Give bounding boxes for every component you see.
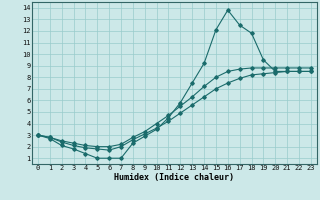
X-axis label: Humidex (Indice chaleur): Humidex (Indice chaleur) — [115, 173, 234, 182]
